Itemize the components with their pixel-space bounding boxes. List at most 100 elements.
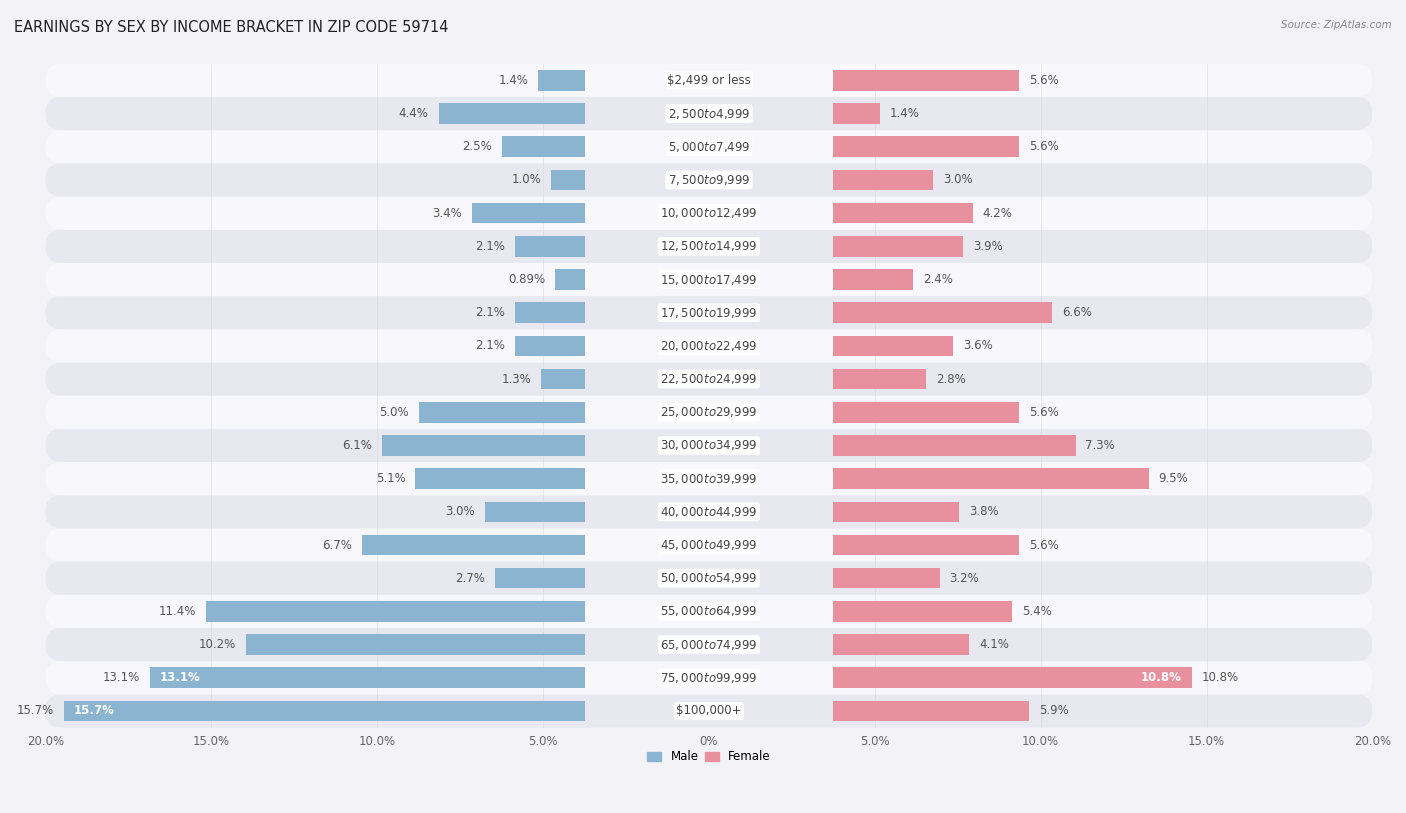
Text: 4.4%: 4.4% <box>399 107 429 120</box>
Bar <box>834 202 973 224</box>
Text: EARNINGS BY SEX BY INCOME BRACKET IN ZIP CODE 59714: EARNINGS BY SEX BY INCOME BRACKET IN ZIP… <box>14 20 449 35</box>
Text: $65,000 to $74,999: $65,000 to $74,999 <box>661 637 758 651</box>
FancyBboxPatch shape <box>45 363 1372 396</box>
Bar <box>834 302 1052 323</box>
Text: $15,000 to $17,499: $15,000 to $17,499 <box>661 272 758 286</box>
Text: $2,500 to $4,999: $2,500 to $4,999 <box>668 107 751 120</box>
Text: 7.3%: 7.3% <box>1085 439 1115 452</box>
Bar <box>834 236 963 257</box>
FancyBboxPatch shape <box>45 462 1372 495</box>
FancyBboxPatch shape <box>45 396 1372 429</box>
Text: 1.4%: 1.4% <box>890 107 920 120</box>
Text: $30,000 to $34,999: $30,000 to $34,999 <box>661 438 758 453</box>
Text: 5.4%: 5.4% <box>1022 605 1052 618</box>
FancyBboxPatch shape <box>45 97 1372 130</box>
Text: $35,000 to $39,999: $35,000 to $39,999 <box>661 472 758 485</box>
Text: 1.4%: 1.4% <box>498 74 529 87</box>
Legend: Male, Female: Male, Female <box>643 746 776 768</box>
FancyBboxPatch shape <box>45 63 1372 97</box>
Bar <box>515 236 585 257</box>
Text: 1.0%: 1.0% <box>512 173 541 186</box>
Bar <box>63 701 585 721</box>
Text: 6.6%: 6.6% <box>1063 307 1092 320</box>
FancyBboxPatch shape <box>45 595 1372 628</box>
Bar <box>541 369 585 389</box>
FancyBboxPatch shape <box>45 495 1372 528</box>
Text: 2.4%: 2.4% <box>922 273 953 286</box>
Text: $7,500 to $9,999: $7,500 to $9,999 <box>668 173 751 187</box>
Text: 3.6%: 3.6% <box>963 339 993 352</box>
Text: 5.6%: 5.6% <box>1029 406 1059 419</box>
Text: 5.6%: 5.6% <box>1029 74 1059 87</box>
Bar <box>834 568 939 589</box>
Text: 4.1%: 4.1% <box>980 638 1010 651</box>
Text: $20,000 to $22,499: $20,000 to $22,499 <box>661 339 758 353</box>
Bar <box>502 137 585 157</box>
Text: 10.8%: 10.8% <box>1140 672 1181 685</box>
Text: $17,500 to $19,999: $17,500 to $19,999 <box>661 306 758 320</box>
Bar <box>834 468 1149 489</box>
Text: 3.9%: 3.9% <box>973 240 1002 253</box>
Bar <box>485 502 585 522</box>
FancyBboxPatch shape <box>45 528 1372 562</box>
Bar <box>834 502 959 522</box>
Bar <box>834 170 932 190</box>
Bar <box>382 435 585 456</box>
Text: $40,000 to $44,999: $40,000 to $44,999 <box>661 505 758 519</box>
FancyBboxPatch shape <box>45 694 1372 728</box>
Text: 6.7%: 6.7% <box>322 538 353 551</box>
Text: $45,000 to $49,999: $45,000 to $49,999 <box>661 538 758 552</box>
Text: 0.89%: 0.89% <box>508 273 546 286</box>
Bar <box>834 269 912 289</box>
Bar <box>495 568 585 589</box>
Text: $55,000 to $64,999: $55,000 to $64,999 <box>661 604 758 619</box>
Text: 13.1%: 13.1% <box>160 672 201 685</box>
Bar <box>515 336 585 356</box>
Text: $5,000 to $7,499: $5,000 to $7,499 <box>668 140 751 154</box>
Text: 3.2%: 3.2% <box>949 572 979 585</box>
Text: 10.8%: 10.8% <box>1202 672 1239 685</box>
Bar <box>834 137 1019 157</box>
Text: $12,500 to $14,999: $12,500 to $14,999 <box>661 239 758 254</box>
Text: 5.0%: 5.0% <box>380 406 409 419</box>
FancyBboxPatch shape <box>45 562 1372 595</box>
Bar <box>246 634 585 655</box>
FancyBboxPatch shape <box>45 263 1372 296</box>
Text: 1.3%: 1.3% <box>502 372 531 385</box>
Text: 2.7%: 2.7% <box>456 572 485 585</box>
Bar <box>363 535 585 555</box>
Bar <box>415 468 585 489</box>
Text: $22,500 to $24,999: $22,500 to $24,999 <box>661 372 758 386</box>
Text: 5.9%: 5.9% <box>1039 705 1069 717</box>
Text: 3.0%: 3.0% <box>446 506 475 519</box>
FancyBboxPatch shape <box>45 429 1372 462</box>
Text: $10,000 to $12,499: $10,000 to $12,499 <box>661 207 758 220</box>
Bar <box>439 103 585 124</box>
Text: 5.6%: 5.6% <box>1029 141 1059 154</box>
Text: 2.1%: 2.1% <box>475 240 505 253</box>
Text: 9.5%: 9.5% <box>1159 472 1188 485</box>
FancyBboxPatch shape <box>45 163 1372 197</box>
Bar <box>834 435 1076 456</box>
Bar <box>472 202 585 224</box>
FancyBboxPatch shape <box>45 197 1372 230</box>
Text: 4.2%: 4.2% <box>983 207 1012 220</box>
Bar <box>515 302 585 323</box>
Bar <box>834 369 927 389</box>
Bar <box>834 667 1192 688</box>
Text: 3.4%: 3.4% <box>432 207 461 220</box>
Bar <box>834 70 1019 91</box>
Text: 11.4%: 11.4% <box>159 605 197 618</box>
FancyBboxPatch shape <box>45 329 1372 363</box>
FancyBboxPatch shape <box>45 130 1372 163</box>
Text: $2,499 or less: $2,499 or less <box>666 74 751 87</box>
Bar <box>834 634 969 655</box>
Text: $25,000 to $29,999: $25,000 to $29,999 <box>661 405 758 420</box>
Bar <box>207 601 585 622</box>
Text: 2.1%: 2.1% <box>475 339 505 352</box>
FancyBboxPatch shape <box>45 230 1372 263</box>
Text: 2.1%: 2.1% <box>475 307 505 320</box>
Text: $75,000 to $99,999: $75,000 to $99,999 <box>661 671 758 685</box>
Text: 10.2%: 10.2% <box>198 638 236 651</box>
Text: 5.1%: 5.1% <box>375 472 405 485</box>
